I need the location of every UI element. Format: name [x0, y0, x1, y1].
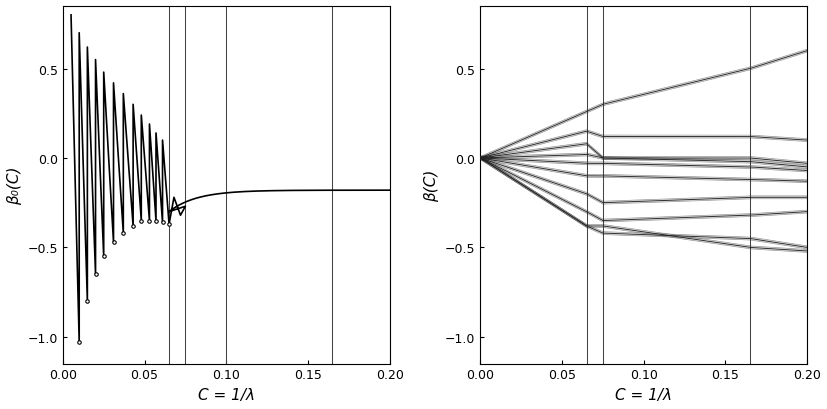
X-axis label: C = 1/λ: C = 1/λ — [614, 387, 672, 402]
X-axis label: C = 1/λ: C = 1/λ — [198, 387, 255, 402]
Y-axis label: β(C): β(C) — [424, 169, 439, 202]
Y-axis label: β₀(C): β₀(C) — [7, 166, 22, 204]
